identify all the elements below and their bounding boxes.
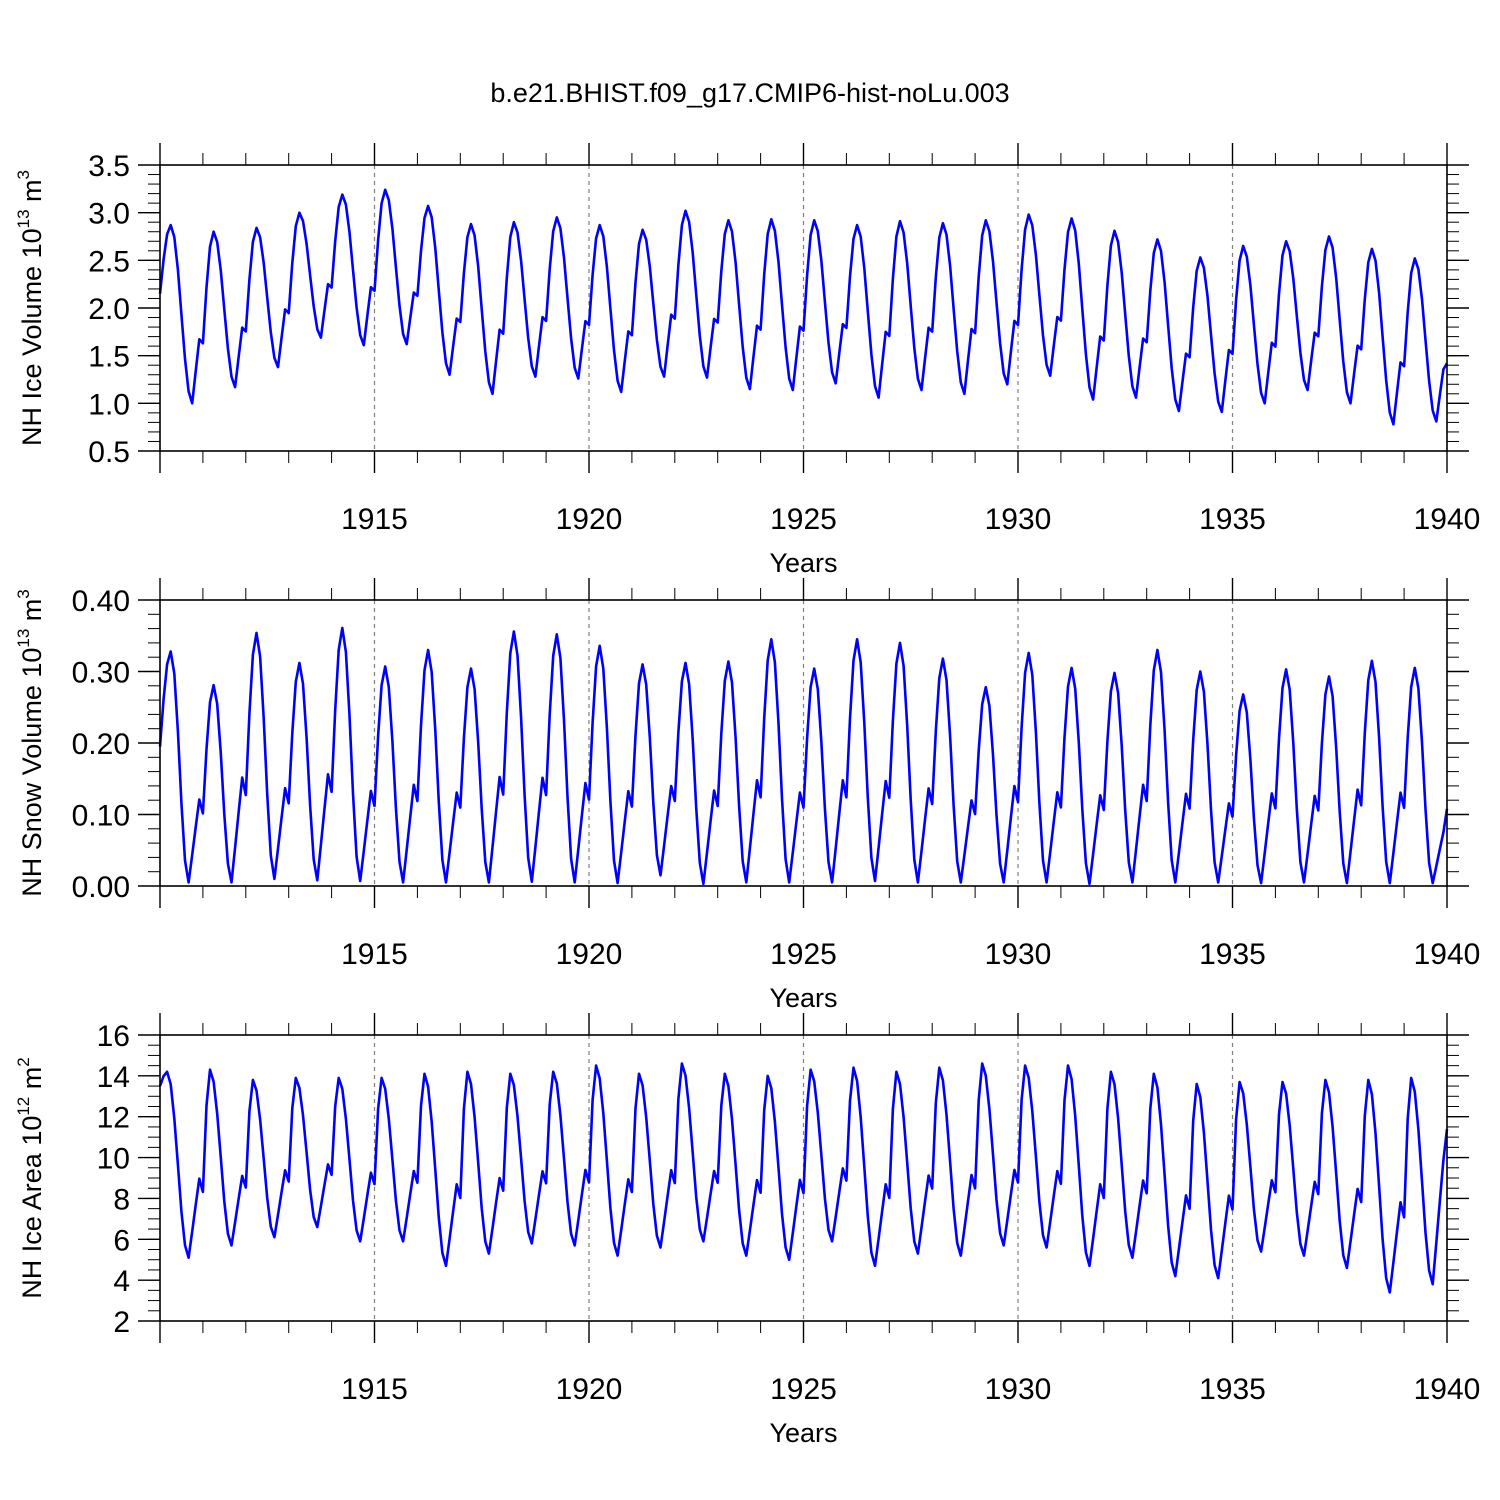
y-tick-label: 10	[97, 1143, 130, 1176]
x-tick-label: 1925	[770, 938, 837, 971]
y-axis-label-unit: m	[17, 599, 47, 629]
y-tick-label: 2	[113, 1306, 130, 1339]
y-axis-label: NH Ice Area 1012 m2	[14, 1057, 47, 1298]
y-tick-label: 3.0	[88, 198, 130, 231]
x-tick-label: 1935	[1199, 1373, 1266, 1406]
y-axis-label-unit-exponent: 3	[14, 170, 33, 179]
y-axis-label: NH Snow Volume 1013 m3	[14, 589, 47, 897]
y-axis-label-unit-exponent: 3	[14, 589, 33, 598]
series-line-nh-snow-volume	[158, 626, 1449, 886]
x-tick-label: 1940	[1414, 1373, 1481, 1406]
y-tick-label: 2.0	[88, 293, 130, 326]
y-axis-label-text: NH Ice Volume 10	[17, 228, 47, 446]
x-tick-label: 1930	[985, 938, 1052, 971]
panel-ice-area: 2 4 6 8 10 12 14 16 1915 1920 1925 1930 1935 1940 Year…	[14, 1013, 1480, 1448]
panel-snow-volume: 0.00 0.10 0.20 0.30 0.40 1915 1920 1925 1930 1935…	[14, 578, 1480, 1013]
y-tick-label: 0.00	[72, 871, 130, 904]
y-tick-label: 1.0	[88, 388, 130, 421]
x-tick-label: 1925	[770, 1373, 837, 1406]
x-axis-label: Years	[769, 983, 837, 1013]
x-tick-label: 1920	[556, 938, 623, 971]
y-axis-label-unit-exponent: 2	[14, 1057, 33, 1066]
x-tick-label: 1925	[770, 503, 837, 536]
y-tick-label: 0.5	[88, 436, 130, 469]
x-axis-label: Years	[769, 548, 837, 578]
x-tick-label: 1920	[556, 1373, 623, 1406]
y-tick-label: 12	[97, 1102, 130, 1135]
x-tick-label: 1940	[1414, 938, 1481, 971]
series-line-nh-ice-area	[158, 1062, 1449, 1294]
x-tick-label: 1930	[985, 1373, 1052, 1406]
y-tick-label: 0.40	[72, 585, 130, 618]
y-axis-label: NH Ice Volume 1013 m3	[14, 170, 47, 446]
panel-ice-volume: 0.5 1.0 1.5 2.0 2.5 3.0 3.5 1915 1920 1925 1930 193…	[14, 143, 1480, 578]
y-tick-label: 0.10	[72, 800, 130, 833]
x-tick-label: 1915	[341, 938, 408, 971]
x-tick-label: 1935	[1199, 503, 1266, 536]
y-axis-label-text: NH Snow Volume 10	[17, 648, 47, 897]
y-axis-label-exponent: 12	[14, 1097, 33, 1116]
x-tick-label: 1930	[985, 503, 1052, 536]
y-tick-label: 6	[113, 1224, 130, 1257]
y-tick-label: 1.5	[88, 341, 130, 374]
y-axis-label-exponent: 13	[14, 209, 33, 228]
x-tick-label: 1920	[556, 503, 623, 536]
series-line-nh-ice-volume	[158, 188, 1449, 426]
x-tick-label: 1915	[341, 1373, 408, 1406]
x-tick-label: 1915	[341, 503, 408, 536]
x-tick-label: 1940	[1414, 503, 1481, 536]
x-axis-label: Years	[769, 1418, 837, 1448]
y-tick-label: 0.30	[72, 657, 130, 690]
y-axis-label-exponent: 13	[14, 629, 33, 648]
y-axis-label-unit: m	[17, 179, 47, 209]
chart-title: b.e21.BHIST.f09_g17.CMIP6-hist-noLu.003	[490, 78, 1009, 108]
y-tick-label: 14	[97, 1061, 130, 1094]
x-tick-label: 1935	[1199, 938, 1266, 971]
y-tick-label: 0.20	[72, 728, 130, 761]
y-tick-label: 4	[113, 1265, 130, 1298]
y-tick-label: 2.5	[88, 245, 130, 278]
y-tick-label: 3.5	[88, 150, 130, 183]
y-axis-label-unit: m	[17, 1067, 47, 1097]
y-tick-label: 8	[113, 1183, 130, 1216]
y-tick-label: 16	[97, 1020, 130, 1053]
y-axis-label-text: NH Ice Area 10	[17, 1116, 47, 1299]
